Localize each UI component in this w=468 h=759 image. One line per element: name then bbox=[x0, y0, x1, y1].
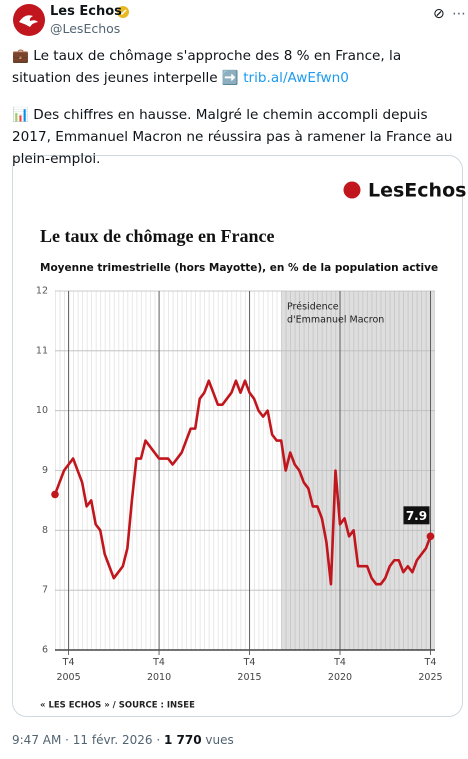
x-tick-label: T4 2025 bbox=[418, 657, 442, 683]
y-tick-label: 11 bbox=[36, 345, 48, 356]
tweet-text: 💼 Le taux de chômage s'approche des 8 % … bbox=[12, 45, 462, 89]
views-unit: vues bbox=[201, 733, 234, 747]
end-dot bbox=[426, 532, 435, 541]
author-name[interactable]: Les Echos bbox=[50, 4, 122, 19]
y-tick-label: 9 bbox=[42, 465, 48, 476]
source: « LES ECHOS » / SOURCE : INSEE bbox=[40, 701, 195, 711]
logo: LesEchos bbox=[368, 180, 466, 202]
views: 1 770 bbox=[164, 733, 202, 747]
author-handle[interactable]: @LesEchos bbox=[50, 21, 121, 36]
tweet-meta: 9:47 AM · 11 févr. 2026 · 1 770 vues bbox=[12, 733, 234, 747]
link[interactable]: trib.al/AwEfwn0 bbox=[243, 70, 349, 86]
x-tick-label: T4 2010 bbox=[147, 657, 171, 683]
check bbox=[119, 9, 127, 16]
logo-mark bbox=[343, 181, 361, 199]
text: 💼 Le taux de chômage s'approche des 8 % … bbox=[12, 48, 402, 86]
avatar-logo bbox=[19, 15, 38, 27]
y-tick-label: 8 bbox=[42, 525, 48, 536]
annotation: d'Emmanuel Macron bbox=[287, 315, 384, 326]
y-tick-label: 10 bbox=[36, 405, 48, 416]
chart-title: Le taux de chômage en France bbox=[40, 226, 274, 246]
value-label-box bbox=[403, 506, 430, 525]
annotation: Présidence bbox=[287, 302, 339, 313]
more-icon[interactable]: ⋯ bbox=[452, 6, 466, 22]
y-tick-label: 7 bbox=[42, 585, 48, 596]
x-tick-label: T4 2005 bbox=[56, 657, 80, 683]
time: 9:47 AM · 11 févr. 2026 · bbox=[12, 733, 165, 747]
y-tick-label: 12 bbox=[36, 286, 48, 297]
tweet-text: 📊 Des chiffres en hausse. Malgré le chem… bbox=[12, 107, 453, 167]
grok-icon[interactable]: ⊘ bbox=[433, 6, 445, 22]
x-tick-label: T4 2020 bbox=[328, 657, 352, 683]
value-label: 7.9 bbox=[406, 509, 427, 523]
y-tick-label: 6 bbox=[42, 645, 48, 656]
x-tick-label: T4 2015 bbox=[237, 657, 261, 683]
data-line bbox=[53, 379, 432, 586]
chart-subtitle: Moyenne trimestrielle (hors Mayotte), en… bbox=[40, 262, 438, 274]
end-dot bbox=[51, 490, 59, 499]
